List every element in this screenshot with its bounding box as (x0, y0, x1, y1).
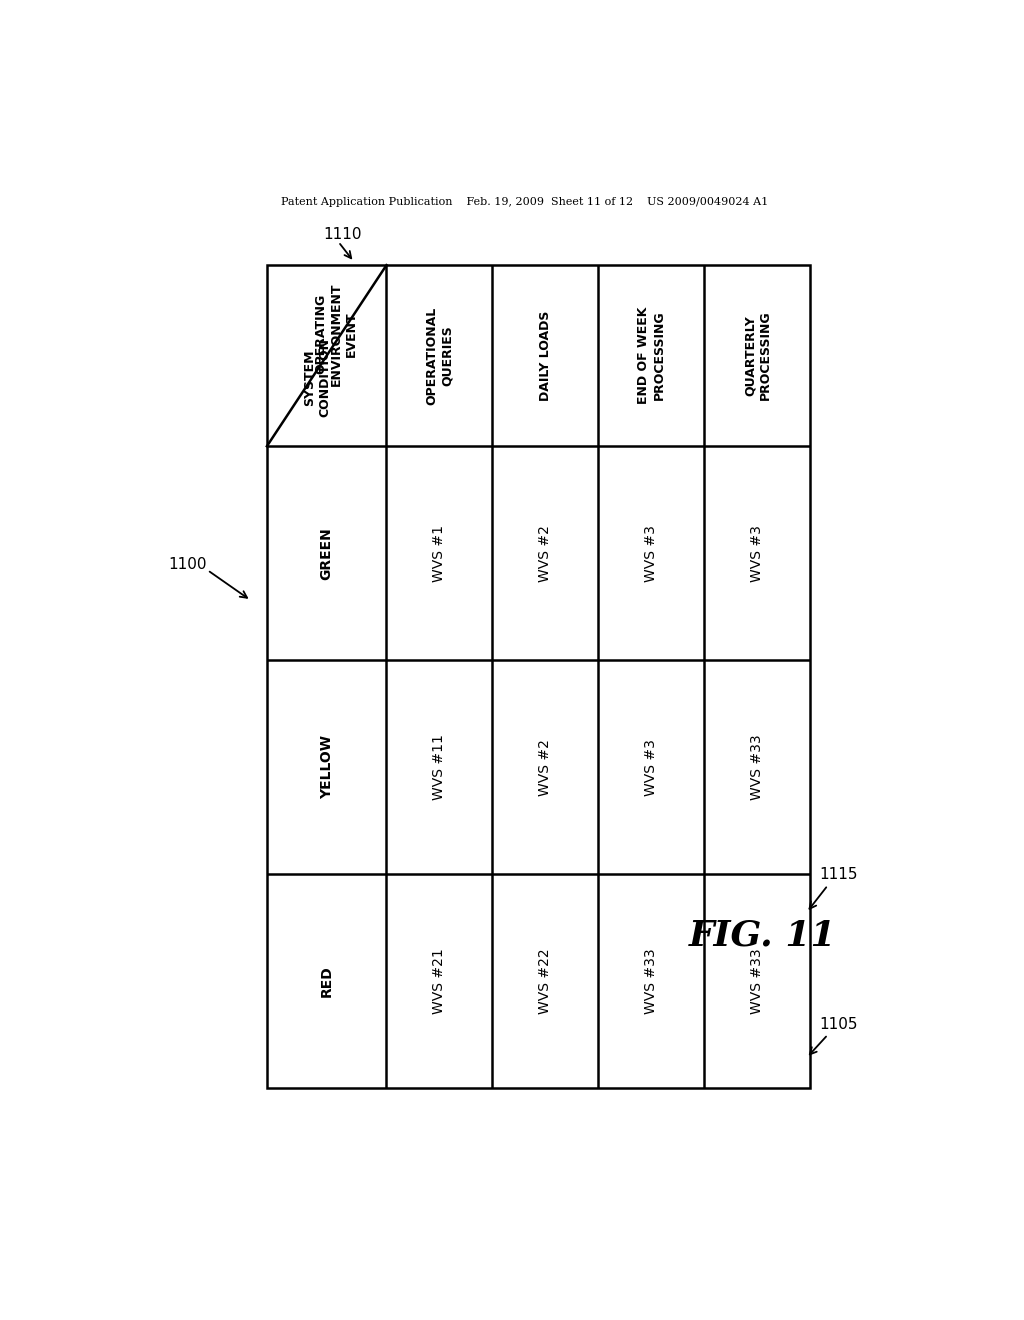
Text: WVS #3: WVS #3 (644, 525, 658, 582)
Text: YELLOW: YELLOW (319, 735, 334, 800)
Text: WVS #2: WVS #2 (539, 739, 553, 796)
Text: RED: RED (319, 965, 334, 997)
Text: WVS #22: WVS #22 (539, 949, 553, 1014)
Text: QUARTERLY
PROCESSING: QUARTERLY PROCESSING (743, 312, 771, 400)
Text: WVS #33: WVS #33 (751, 949, 765, 1014)
Text: OPERATIONAL
QUERIES: OPERATIONAL QUERIES (426, 306, 454, 405)
Text: 1100: 1100 (168, 557, 207, 573)
Text: WVS #3: WVS #3 (644, 739, 658, 796)
Text: SYSTEM
CONDITION: SYSTEM CONDITION (303, 338, 331, 417)
Text: DAILY LOADS: DAILY LOADS (539, 310, 552, 401)
Text: WVS #33: WVS #33 (751, 734, 765, 800)
Bar (267, 265, 811, 1089)
Text: FIG. 11: FIG. 11 (689, 919, 837, 953)
Text: WVS #2: WVS #2 (539, 525, 553, 582)
Text: GREEN: GREEN (319, 527, 334, 579)
Text: END OF WEEK
PROCESSING: END OF WEEK PROCESSING (638, 308, 666, 404)
Text: WVS #21: WVS #21 (432, 949, 446, 1014)
Text: 1110: 1110 (323, 227, 361, 242)
Text: OPERATING
ENVIRONMENT
EVENT: OPERATING ENVIRONMENT EVENT (314, 282, 357, 385)
Text: WVS #1: WVS #1 (432, 525, 446, 582)
Text: WVS #3: WVS #3 (751, 525, 765, 582)
Text: 1105: 1105 (819, 1016, 857, 1032)
Text: WVS #33: WVS #33 (644, 949, 658, 1014)
Text: WVS #11: WVS #11 (432, 734, 446, 800)
Text: 1115: 1115 (819, 867, 857, 883)
Text: Patent Application Publication    Feb. 19, 2009  Sheet 11 of 12    US 2009/00490: Patent Application Publication Feb. 19, … (282, 197, 768, 207)
